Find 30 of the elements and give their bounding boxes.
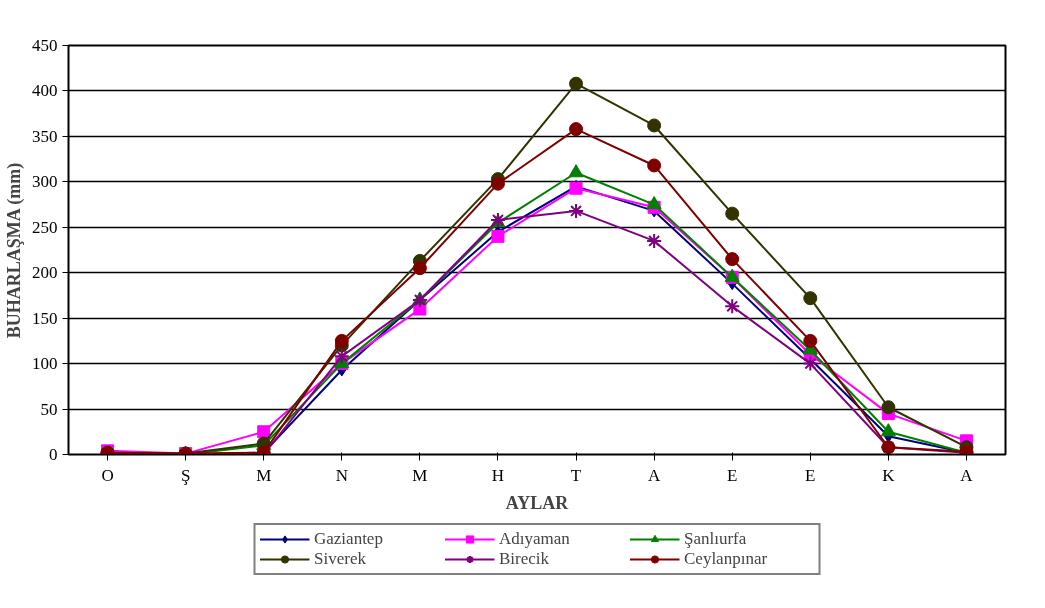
x-tick-label: O xyxy=(101,465,114,485)
x-tick-label: E xyxy=(727,465,738,485)
x-tick-label: A xyxy=(647,465,661,485)
y-tick-label: 300 xyxy=(32,172,58,192)
y-tick-label: 100 xyxy=(32,354,58,374)
x-tick-label: M xyxy=(412,465,428,485)
legend-label: Siverek xyxy=(314,549,367,569)
x-tick-label: A xyxy=(960,465,974,485)
legend-label: Gaziantep xyxy=(314,529,384,549)
legend-label: Birecik xyxy=(499,549,551,569)
y-tick-label: 0 xyxy=(49,445,58,464)
legend-label: Şanlıurfa xyxy=(684,529,748,549)
legend-label: Adıyaman xyxy=(499,529,571,549)
y-tick-label: 150 xyxy=(32,308,58,328)
y-axis-title: BUHARLAŞMA (mm) xyxy=(4,162,25,339)
y-tick-label: 250 xyxy=(32,217,58,237)
x-tick-label: N xyxy=(335,465,348,485)
x-tick-label: E xyxy=(805,465,816,485)
x-tick-label: M xyxy=(256,465,272,485)
y-tick-label: 200 xyxy=(32,263,58,283)
y-tick-label: 400 xyxy=(32,81,58,101)
x-tick-label: Ş xyxy=(180,465,191,485)
x-tick-label: K xyxy=(882,465,896,485)
x-tick-label: T xyxy=(570,465,582,485)
legend-label: Ceylanpınar xyxy=(684,549,769,569)
x-axis-title: AYLAR xyxy=(505,492,570,513)
y-tick-label: 350 xyxy=(32,126,58,146)
y-tick-label: 450 xyxy=(32,36,58,55)
x-tick-label: H xyxy=(491,465,505,485)
y-tick-label: 50 xyxy=(40,399,58,419)
